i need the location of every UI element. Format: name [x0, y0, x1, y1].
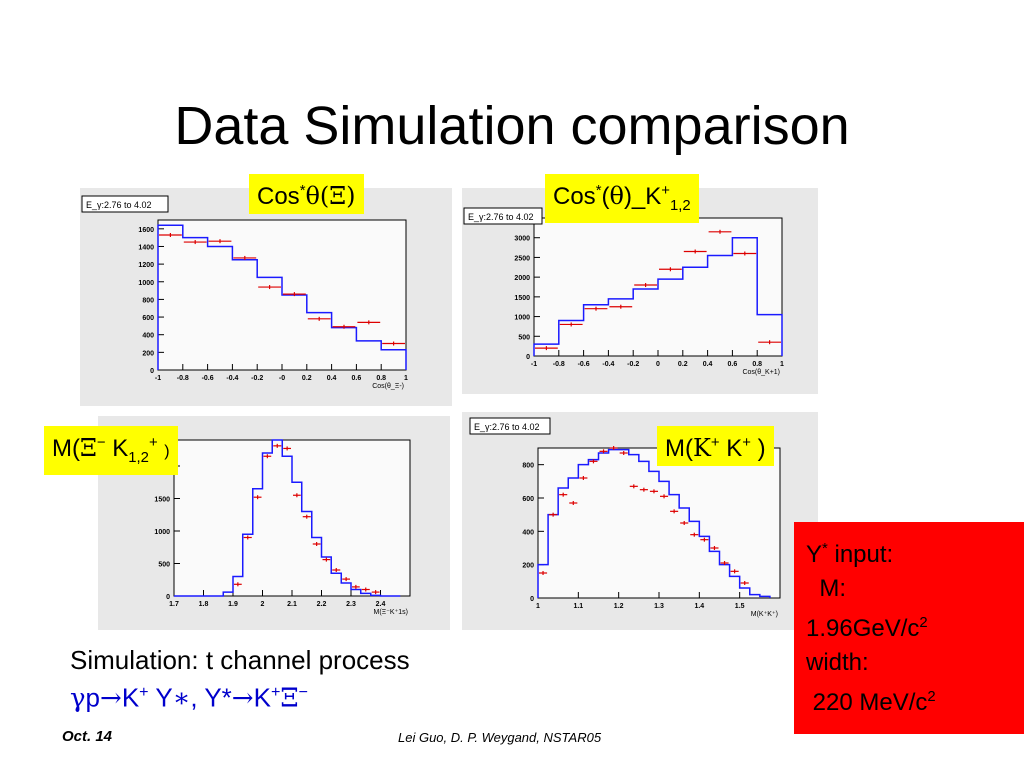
y-tick-label: 500	[518, 334, 530, 341]
y-tick-label: 1500	[514, 295, 530, 302]
x-tick-label: -0	[279, 375, 285, 382]
x-tick-label: 1.3	[654, 603, 664, 610]
stat-box-text: E_γ:2.76 to 4.02	[86, 200, 152, 210]
y-tick-label: 0	[530, 596, 534, 603]
histogram-mass-k-k: 0 200 400 600 800 1 1.1 1.2 1.3 1.4 1.5 M(K⁺K⁺) E_γ:…	[462, 412, 818, 630]
simulation-histogram	[157, 224, 407, 370]
x-tick-label: 1.1	[573, 603, 583, 610]
y-tick-label: 3000	[514, 236, 530, 243]
x-axis-label: M(K⁺K⁺)	[751, 611, 778, 618]
y-tick-label: 1000	[514, 315, 530, 322]
x-tick-label: -0.6	[578, 361, 590, 368]
x-tick-label: 1.8	[199, 601, 209, 608]
stat-box-text: E_γ:2.76 to 4.02	[468, 212, 534, 222]
x-axis-label: Cos(θ_K+1)	[742, 369, 780, 376]
simulation-histogram	[174, 439, 401, 597]
x-tick-label: -0.6	[202, 375, 214, 382]
x-tick-label: -0.8	[553, 361, 565, 368]
footer-authors: Lei Guo, D. P. Weygand, NSTAR05	[398, 730, 602, 745]
x-tick-label: 1.5	[735, 603, 745, 610]
y-tick-label: 0	[526, 354, 530, 361]
x-tick-label: -0.8	[177, 375, 189, 382]
histogram-panel-1: 0 200 400 600 800 1000 1200 1400 1600 -1 -0.8 -0.6 -…	[80, 188, 452, 406]
x-tick-label: 0.2	[678, 361, 688, 368]
slide-title: Data Simulation comparison	[174, 96, 850, 156]
y-tick-label: 1500	[154, 497, 170, 504]
label-mass-xi-k: M(Ξ− K1,2+ )	[44, 426, 178, 475]
label-cos-theta-xi: Cos*θ(Ξ)	[249, 174, 364, 214]
label-mass-k-k: M(K+ K+ )	[657, 426, 774, 466]
x-tick-label: 1.7	[169, 601, 179, 608]
x-tick-label: 0.8	[752, 361, 762, 368]
x-tick-label: 2.1	[287, 601, 297, 608]
y-tick-label: 200	[142, 350, 154, 357]
stat-box	[469, 417, 551, 435]
x-tick-label: 2.2	[317, 601, 327, 608]
y-tick-label: 600	[522, 496, 534, 503]
simulation-description: Simulation: t channel process γp→K+ Y∗, …	[70, 644, 410, 715]
stat-box	[463, 207, 543, 225]
y-tick-label: 500	[158, 562, 170, 569]
y-tick-label: 1000	[154, 529, 170, 536]
x-axis-label: M(Ξ⁻K⁺1s)	[374, 609, 409, 616]
x-tick-label: 2.3	[346, 601, 356, 608]
x-tick-label: 0.6	[728, 361, 738, 368]
x-tick-label: 0.4	[327, 375, 337, 382]
x-tick-label: 1	[536, 603, 540, 610]
x-tick-label: -0.2	[627, 361, 639, 368]
simulation-reaction: γp→K+ Y∗, Y*→K+Ξ−	[70, 682, 309, 714]
y-tick-label: 1600	[138, 227, 154, 234]
x-tick-label: 2	[261, 601, 265, 608]
x-tick-label: -1	[155, 375, 161, 382]
y-tick-label: 1000	[138, 280, 154, 287]
simulation-histogram	[533, 236, 783, 356]
x-tick-label: 1.4	[694, 603, 704, 610]
stat-box-text: E_γ:2.76 to 4.02	[474, 422, 540, 432]
x-tick-label: 1.2	[614, 603, 624, 610]
y-star-input-note: Y* input: M: 1.96GeV/c2 width: 220 MeV/c…	[794, 522, 1024, 734]
x-tick-label: 1.9	[228, 601, 238, 608]
x-tick-label: 0.4	[703, 361, 713, 368]
y-tick-label: 400	[522, 529, 534, 536]
y-tick-label: 2500	[514, 255, 530, 262]
x-tick-label: -0.4	[602, 361, 614, 368]
x-tick-label: 0.2	[302, 375, 312, 382]
y-tick-label: 1400	[138, 244, 154, 251]
x-tick-label: 0	[656, 361, 660, 368]
label-cos-theta-k: Cos*(θ)_K+1,2	[545, 174, 699, 223]
simulation-line-1: Simulation: t channel process	[70, 645, 410, 675]
y-tick-label: 0	[166, 594, 170, 601]
x-tick-label: 2.4	[376, 601, 386, 608]
y-tick-label: 1200	[138, 262, 154, 269]
histogram-cos-theta-xi: 0 200 400 600 800 1000 1200 1400 1600 -1 -0.8 -0.6 -…	[80, 188, 452, 406]
x-axis-label: Cos(θ_Ξ-)	[372, 383, 404, 390]
simulation-histogram	[537, 448, 771, 598]
stat-box	[81, 195, 169, 213]
y-tick-label: 800	[522, 463, 534, 470]
histogram-mass-xi-k: 05001000150020001.71.81.922.12.22.32.4M(…	[98, 416, 450, 630]
y-tick-label: 800	[142, 297, 154, 304]
x-tick-label: 0.6	[352, 375, 362, 382]
x-tick-label: -1	[531, 361, 537, 368]
y-tick-label: 200	[522, 563, 534, 570]
x-tick-label: -0.4	[226, 375, 238, 382]
y-tick-label: 400	[142, 333, 154, 340]
y-tick-label: 2000	[514, 275, 530, 282]
y-tick-label: 600	[142, 315, 154, 322]
x-tick-label: 1	[404, 375, 408, 382]
x-tick-label: -0.2	[251, 375, 263, 382]
footer-date: Oct. 14	[62, 728, 113, 745]
x-tick-label: 1	[780, 361, 784, 368]
x-tick-label: 0.8	[376, 375, 386, 382]
y-tick-label: 0	[150, 368, 154, 375]
plot-frame	[537, 447, 781, 599]
